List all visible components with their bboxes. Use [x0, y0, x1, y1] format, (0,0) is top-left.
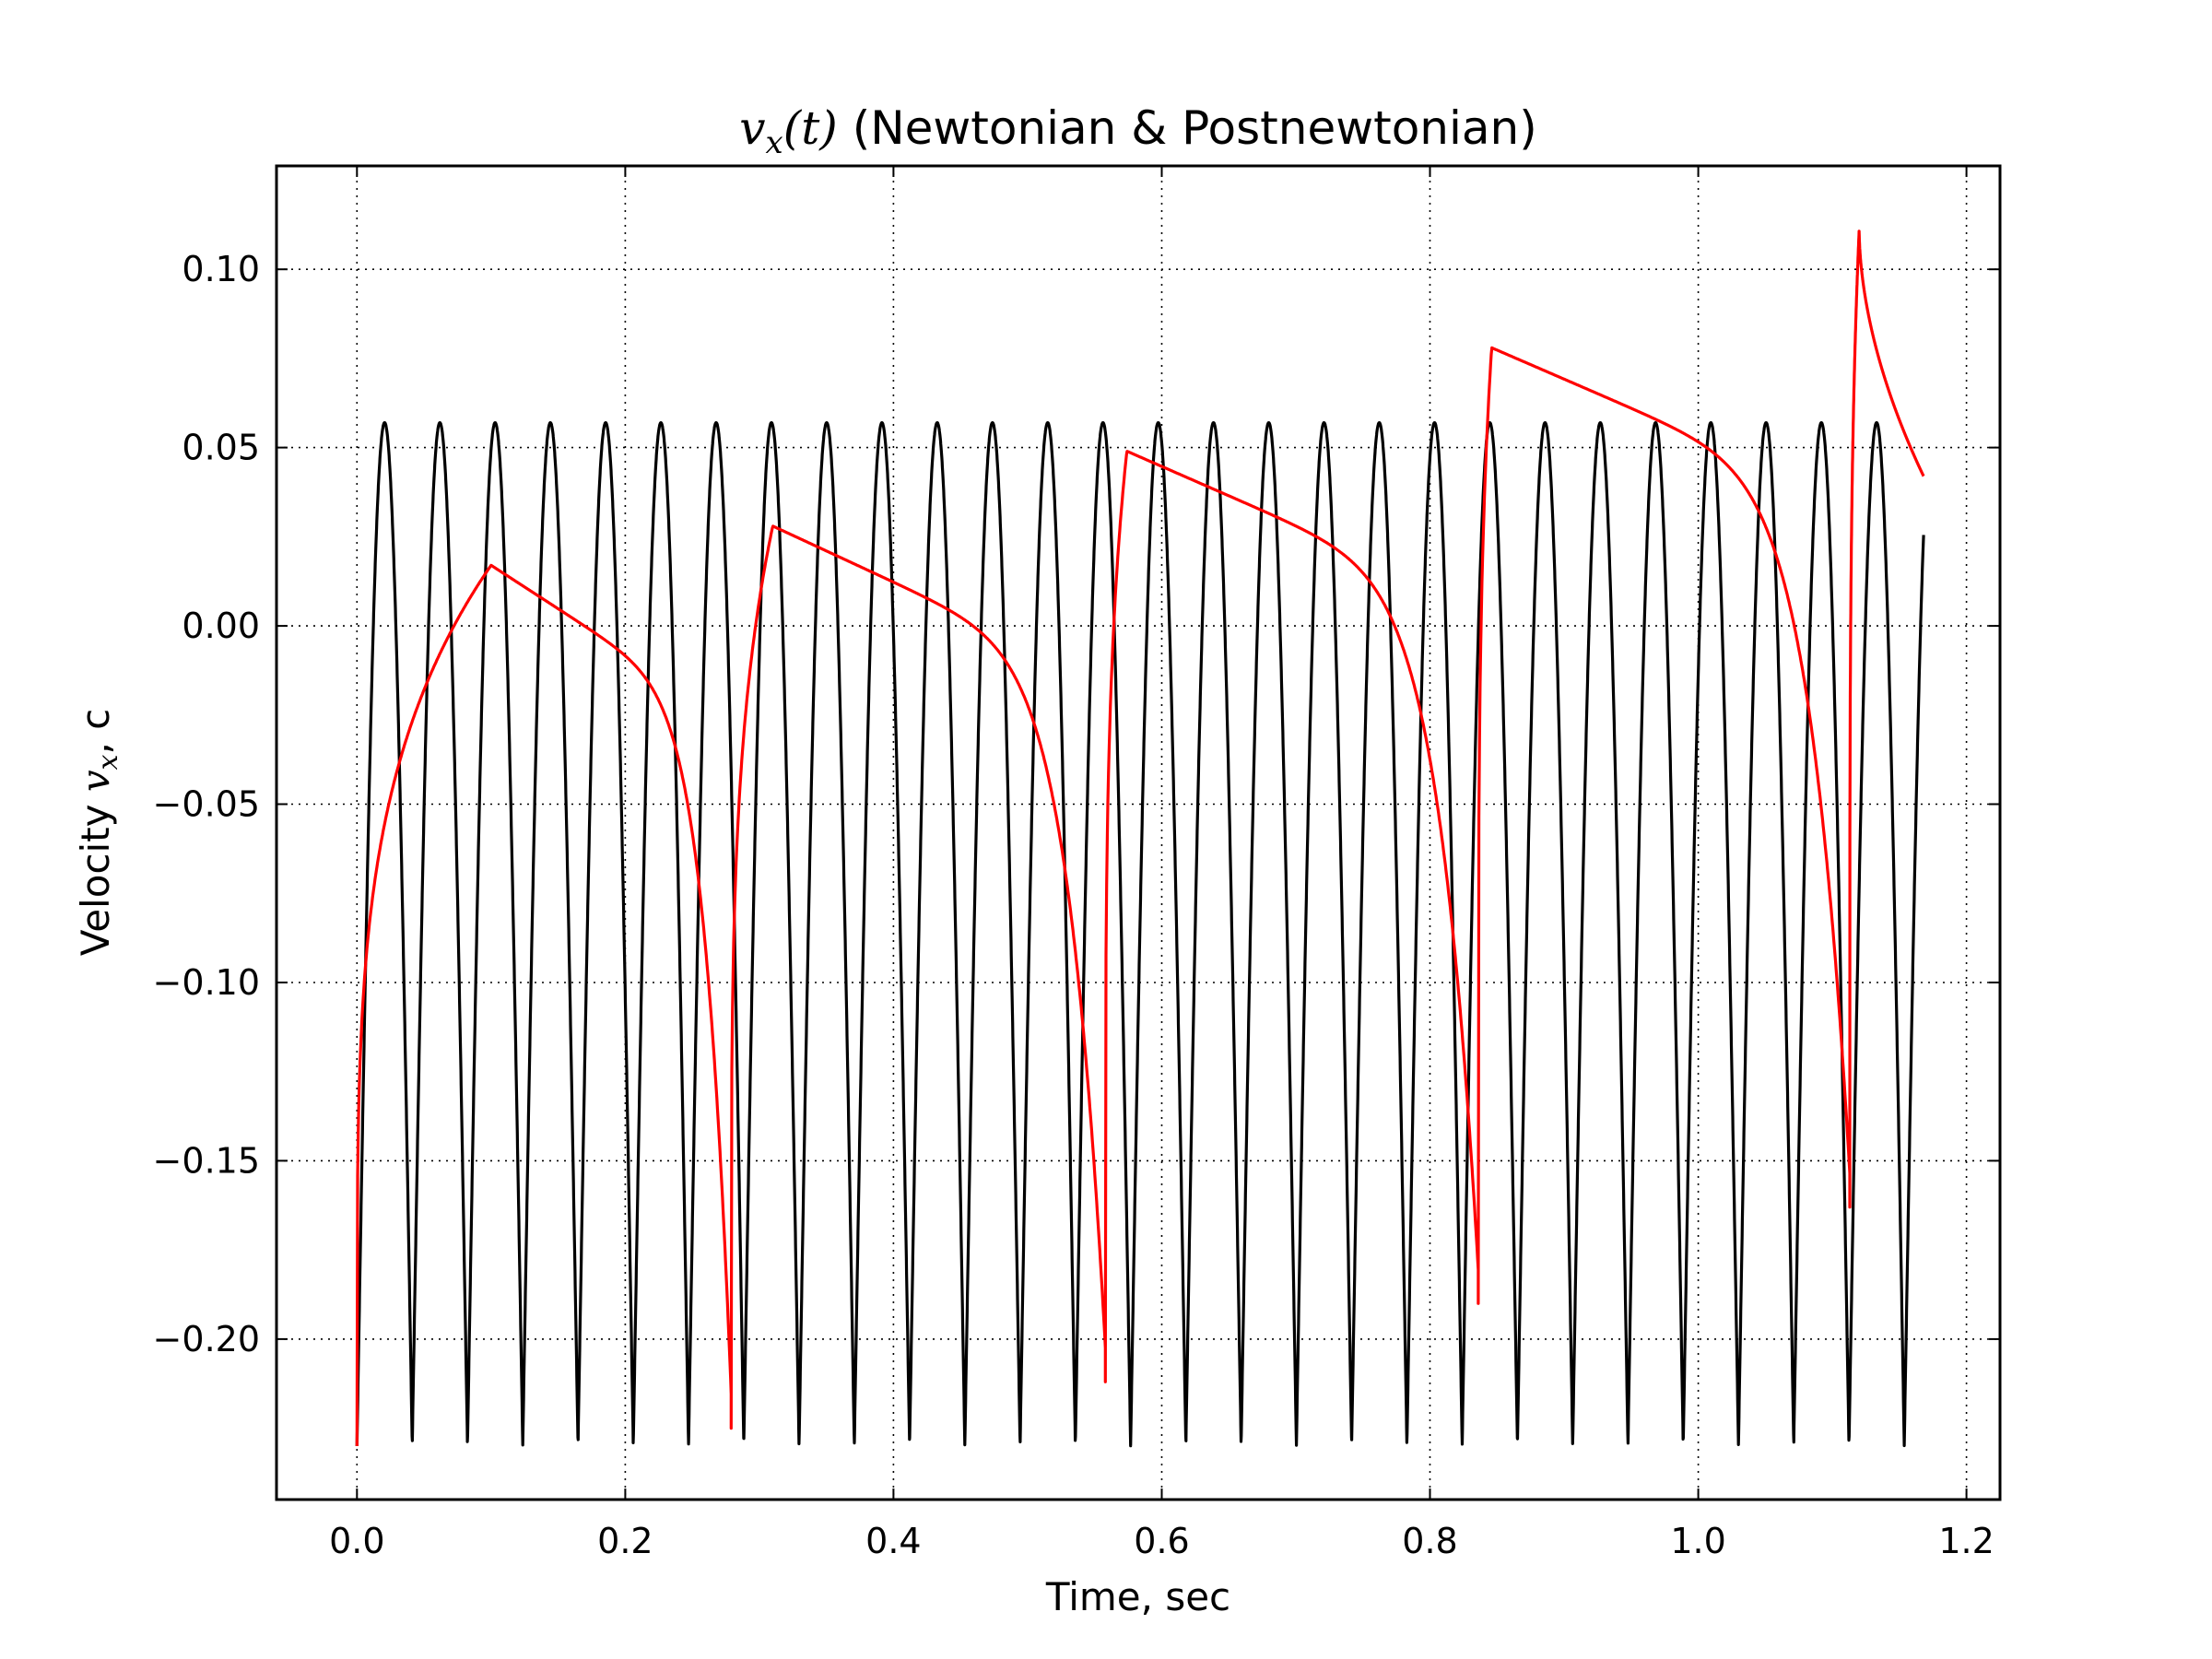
- y-label-math-sub: x: [92, 754, 124, 770]
- x-tick-label: 0.4: [865, 1521, 921, 1561]
- y-tick-labels: 0.10 0.05 0.00 −0.05 −0.10 −0.15 −0.20: [153, 249, 260, 1359]
- y-tick-label: 0.05: [182, 428, 260, 468]
- series-layer: [355, 229, 1925, 1448]
- y-label-math-main: v: [73, 770, 118, 792]
- series-postnewtonian-line: [355, 229, 1925, 1447]
- y-label-suffix: , c: [73, 709, 118, 755]
- y-tick-label: −0.05: [153, 784, 260, 825]
- chart-title: vx(t) (Newtonian & Postnewtonian): [739, 101, 1536, 161]
- x-tick-label: 1.0: [1670, 1521, 1725, 1561]
- x-axis-label: Time, sec: [1045, 1574, 1230, 1619]
- title-math-arg: (t): [783, 101, 838, 155]
- series-newtonian-line: [355, 421, 1925, 1448]
- x-tick-label: 0.6: [1134, 1521, 1189, 1561]
- title-math-sub: x: [766, 124, 783, 161]
- x-tick-label: 1.2: [1938, 1521, 1994, 1561]
- x-tick-label: 0.2: [597, 1521, 653, 1561]
- x-tick-label: 0.8: [1402, 1521, 1457, 1561]
- y-tick-label: −0.15: [153, 1140, 260, 1181]
- ticks: [276, 166, 2000, 1500]
- y-tick-label: 0.00: [182, 606, 260, 646]
- title-text: (Newtonian & Postnewtonian): [838, 101, 1537, 155]
- y-tick-label: −0.20: [153, 1319, 260, 1359]
- y-axis-label: Velocity vx, c: [73, 709, 124, 957]
- x-tick-labels: 0.0 0.2 0.4 0.6 0.8 1.0 1.2: [329, 1521, 1994, 1561]
- y-tick-label: −0.10: [153, 962, 260, 1003]
- title-math-main: v: [739, 101, 765, 155]
- plot-frame: [275, 164, 2002, 1501]
- grid: [276, 166, 2000, 1500]
- y-label-prefix: Velocity: [73, 792, 118, 956]
- y-tick-label: 0.10: [182, 249, 260, 289]
- x-tick-label: 0.0: [329, 1521, 384, 1561]
